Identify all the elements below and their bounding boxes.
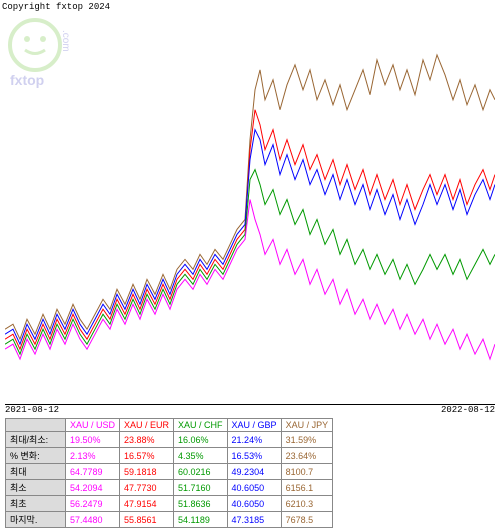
table-row: 최소54.209447.773051.716040.60506156.1 <box>6 480 333 496</box>
start-date: 2021-08-12 <box>5 405 59 415</box>
series-gbp <box>5 130 495 344</box>
cell-value: 4.35% <box>174 448 228 464</box>
table-row: 최초56.247947.915451.863640.60506210.3 <box>6 496 333 512</box>
column-header: XAU / EUR <box>120 419 174 432</box>
cell-value: 19.50% <box>66 432 120 448</box>
cell-value: 31.59% <box>281 432 333 448</box>
cell-value: 16.53% <box>227 448 281 464</box>
table-row: 최대64.778959.181860.021649.23048100.7 <box>6 464 333 480</box>
cell-value: 51.8636 <box>174 496 228 512</box>
cell-value: 47.7730 <box>120 480 174 496</box>
row-label: % 변화: <box>6 448 66 464</box>
cell-value: 60.0216 <box>174 464 228 480</box>
cell-value: 8100.7 <box>281 464 333 480</box>
column-header: XAU / USD <box>66 419 120 432</box>
cell-value: 47.9154 <box>120 496 174 512</box>
series-usd <box>5 200 495 360</box>
cell-value: 56.2479 <box>66 496 120 512</box>
price-chart <box>5 10 495 405</box>
series-eur <box>5 110 495 349</box>
end-date: 2022-08-12 <box>441 405 495 415</box>
cell-value: 57.4480 <box>66 512 120 528</box>
cell-value: 54.2094 <box>66 480 120 496</box>
cell-value: 6156.1 <box>281 480 333 496</box>
table-row: % 변화:2.13%16.57%4.35%16.53%23.64% <box>6 448 333 464</box>
row-label: 마지막. <box>6 512 66 528</box>
row-label: 최대 <box>6 464 66 480</box>
cell-value: 40.6050 <box>227 496 281 512</box>
column-header: XAU / CHF <box>174 419 228 432</box>
cell-value: 21.24% <box>227 432 281 448</box>
cell-value: 23.64% <box>281 448 333 464</box>
row-label: 최소 <box>6 480 66 496</box>
cell-value: 2.13% <box>66 448 120 464</box>
cell-value: 16.06% <box>174 432 228 448</box>
cell-value: 40.6050 <box>227 480 281 496</box>
table-row: 마지막.57.448055.856154.118947.31857678.5 <box>6 512 333 528</box>
cell-value: 51.7160 <box>174 480 228 496</box>
cell-value: 59.1818 <box>120 464 174 480</box>
column-header: XAU / GBP <box>227 419 281 432</box>
cell-value: 6210.3 <box>281 496 333 512</box>
cell-value: 7678.5 <box>281 512 333 528</box>
cell-value: 64.7789 <box>66 464 120 480</box>
series-jpy <box>5 55 495 339</box>
header-blank <box>6 419 66 432</box>
cell-value: 55.8561 <box>120 512 174 528</box>
cell-value: 47.3185 <box>227 512 281 528</box>
cell-value: 23.88% <box>120 432 174 448</box>
stats-table: XAU / USDXAU / EURXAU / CHFXAU / GBPXAU … <box>5 418 333 528</box>
cell-value: 54.1189 <box>174 512 228 528</box>
cell-value: 16.57% <box>120 448 174 464</box>
table-row: 최대/최소:19.50%23.88%16.06%21.24%31.59% <box>6 432 333 448</box>
row-label: 최대/최소: <box>6 432 66 448</box>
column-header: XAU / JPY <box>281 419 333 432</box>
row-label: 최초 <box>6 496 66 512</box>
cell-value: 49.2304 <box>227 464 281 480</box>
